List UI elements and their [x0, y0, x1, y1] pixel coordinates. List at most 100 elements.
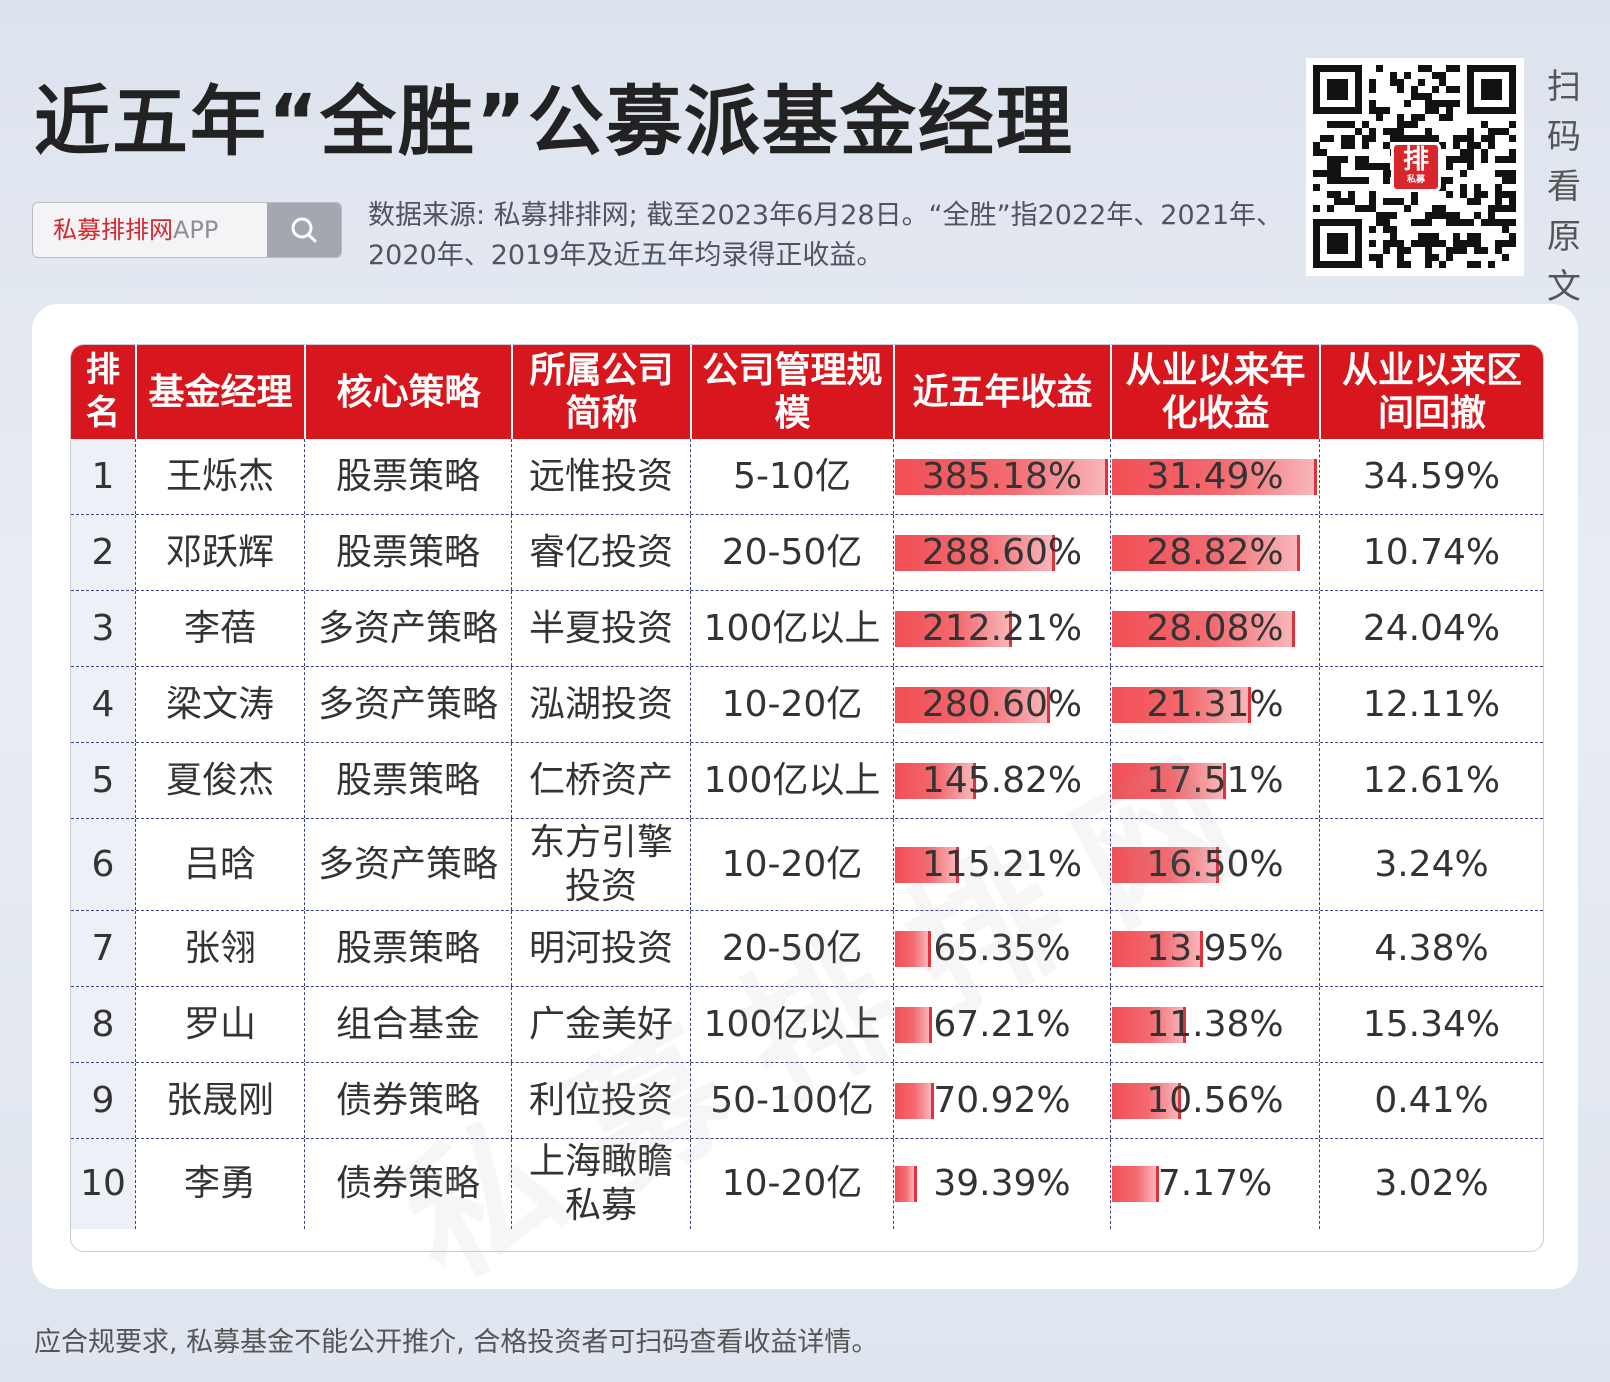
table-row: 1 王烁杰 股票策略 远惟投资 5-10亿 385.18% 31.49% 34.59% [71, 439, 1543, 515]
cell-company: 广金美好 [511, 987, 690, 1062]
scan-char: 文 [1547, 267, 1581, 307]
cell-max-drawdown: 34.59% [1319, 439, 1543, 514]
cell-rank: 9 [71, 1063, 135, 1138]
header-strategy: 核心策略 [304, 345, 511, 439]
cell-max-drawdown: 12.11% [1319, 667, 1543, 742]
bar-value-label: 67.21% [933, 1003, 1071, 1045]
bar-value-label: 16.50% [1146, 843, 1284, 885]
five-year-return-bar [895, 847, 959, 883]
annualized-return-bar [1112, 1007, 1186, 1043]
bar-value-label: 17.51% [1146, 759, 1284, 801]
bar-value-label: 13.95% [1146, 927, 1284, 969]
five-year-return-bar [895, 931, 931, 967]
cell-company: 仁桥资产 [511, 743, 690, 818]
page-title: 近五年“全胜”公募派基金经理 [34, 77, 1074, 166]
cell-annualized-return: 28.82% [1110, 515, 1319, 590]
cell-annualized-return: 16.50% [1110, 819, 1319, 910]
header-annualized-return: 从业以来年化收益 [1110, 345, 1319, 439]
bar-value-label: 10.56% [1146, 1079, 1284, 1121]
bar-value-label: 212.21% [921, 607, 1083, 649]
cell-annualized-return: 13.95% [1110, 911, 1319, 986]
cell-annualized-return: 10.56% [1110, 1063, 1319, 1138]
cell-five-year-return: 145.82% [893, 743, 1110, 818]
scan-char: 原 [1547, 217, 1581, 257]
table-row: 5 夏俊杰 股票策略 仁桥资产 100亿以上 145.82% 17.51% 12.61% [71, 743, 1543, 819]
cell-strategy: 债券策略 [304, 1139, 511, 1229]
bar-value-label: 288.60% [921, 531, 1083, 573]
cell-manager: 王烁杰 [135, 439, 304, 514]
cell-max-drawdown: 4.38% [1319, 911, 1543, 986]
cell-five-year-return: 70.92% [893, 1063, 1110, 1138]
cell-rank: 1 [71, 439, 135, 514]
search-label: 私募排排网APP [53, 203, 218, 257]
cell-scale: 50-100亿 [690, 1063, 893, 1138]
ranking-table: 排名 基金经理 核心策略 所属公司简称 公司管理规模 近五年收益 从业以来年化收益 从业以来区… [70, 344, 1544, 1252]
cell-scale: 5-10亿 [690, 439, 893, 514]
cell-company: 明河投资 [511, 911, 690, 986]
cell-strategy: 多资产策略 [304, 591, 511, 666]
cell-company: 半夏投资 [511, 591, 690, 666]
cell-five-year-return: 115.21% [893, 819, 1110, 910]
cell-manager: 张晟刚 [135, 1063, 304, 1138]
five-year-return-bar [895, 687, 1050, 723]
cell-scale: 100亿以上 [690, 987, 893, 1062]
cell-annualized-return: 28.08% [1110, 591, 1319, 666]
bar-value-label: 21.31% [1146, 683, 1284, 725]
scan-to-read-label: 扫 码 看 原 文 [1544, 62, 1584, 312]
annualized-return-bar [1112, 763, 1226, 799]
cell-max-drawdown: 3.02% [1319, 1139, 1543, 1229]
annualized-return-bar [1112, 687, 1251, 723]
cell-manager: 罗山 [135, 987, 304, 1062]
cell-max-drawdown: 0.41% [1319, 1063, 1543, 1138]
annualized-return-bar [1112, 847, 1219, 883]
bar-value-label: 11.38% [1146, 1003, 1284, 1045]
cell-company: 远惟投资 [511, 439, 690, 514]
bar-value-label: 7.17% [1157, 1163, 1273, 1204]
header-rank: 排名 [86, 350, 120, 433]
bar-value-label: 115.21% [921, 843, 1083, 885]
search-suffix: APP [173, 216, 219, 244]
bar-value-label: 28.08% [1146, 607, 1284, 649]
brand-logo-icon: 排 私募 [1391, 142, 1441, 192]
five-year-return-bar [895, 459, 1108, 495]
five-year-return-bar [895, 535, 1055, 571]
cell-strategy: 股票策略 [304, 743, 511, 818]
cell-rank: 2 [71, 515, 135, 590]
compliance-footer: 应合规要求, 私募基金不能公开推介, 合格投资者可扫码查看收益详情。 [34, 1327, 879, 1358]
cell-max-drawdown: 3.24% [1319, 819, 1543, 910]
cell-annualized-return: 31.49% [1110, 439, 1319, 514]
cell-rank: 3 [71, 591, 135, 666]
bar-value-label: 65.35% [933, 927, 1071, 969]
table-row: 3 李蓓 多资产策略 半夏投资 100亿以上 212.21% 28.08% 24.04% [71, 591, 1543, 667]
cell-rank: 4 [71, 667, 135, 742]
cell-rank: 10 [71, 1139, 135, 1229]
qr-code[interactable]: 排 私募 [1306, 58, 1524, 276]
cell-max-drawdown: 24.04% [1319, 591, 1543, 666]
five-year-return-bar [895, 1083, 934, 1119]
cell-five-year-return: 67.21% [893, 987, 1110, 1062]
five-year-return-bar [895, 1166, 917, 1202]
cell-annualized-return: 11.38% [1110, 987, 1319, 1062]
cell-manager: 李勇 [135, 1139, 304, 1229]
cell-company: 利位投资 [511, 1063, 690, 1138]
cell-five-year-return: 39.39% [893, 1139, 1110, 1229]
cell-five-year-return: 288.60% [893, 515, 1110, 590]
bar-value-label: 145.82% [921, 759, 1083, 801]
cell-strategy: 多资产策略 [304, 667, 511, 742]
annualized-return-bar [1112, 535, 1300, 571]
cell-five-year-return: 385.18% [893, 439, 1110, 514]
cell-annualized-return: 17.51% [1110, 743, 1319, 818]
table-row: 10 李勇 债券策略 上海瞰瞻私募 10-20亿 39.39% 7.17% 3.02% [71, 1139, 1543, 1229]
search-box[interactable]: 私募排排网APP [32, 202, 342, 258]
cell-strategy: 组合基金 [304, 987, 511, 1062]
annualized-return-bar [1112, 459, 1317, 495]
header-scale: 公司管理规模 [690, 345, 893, 439]
annualized-return-bar [1112, 1166, 1159, 1202]
search-button[interactable] [267, 203, 341, 257]
cell-manager: 夏俊杰 [135, 743, 304, 818]
header-five-year-return: 近五年收益 [893, 345, 1110, 439]
cell-company: 上海瞰瞻私募 [511, 1139, 690, 1229]
cell-five-year-return: 65.35% [893, 911, 1110, 986]
table-body: 1 王烁杰 股票策略 远惟投资 5-10亿 385.18% 31.49% 34.59% 2 邓跃辉… [71, 439, 1543, 1229]
cell-scale: 10-20亿 [690, 1139, 893, 1229]
